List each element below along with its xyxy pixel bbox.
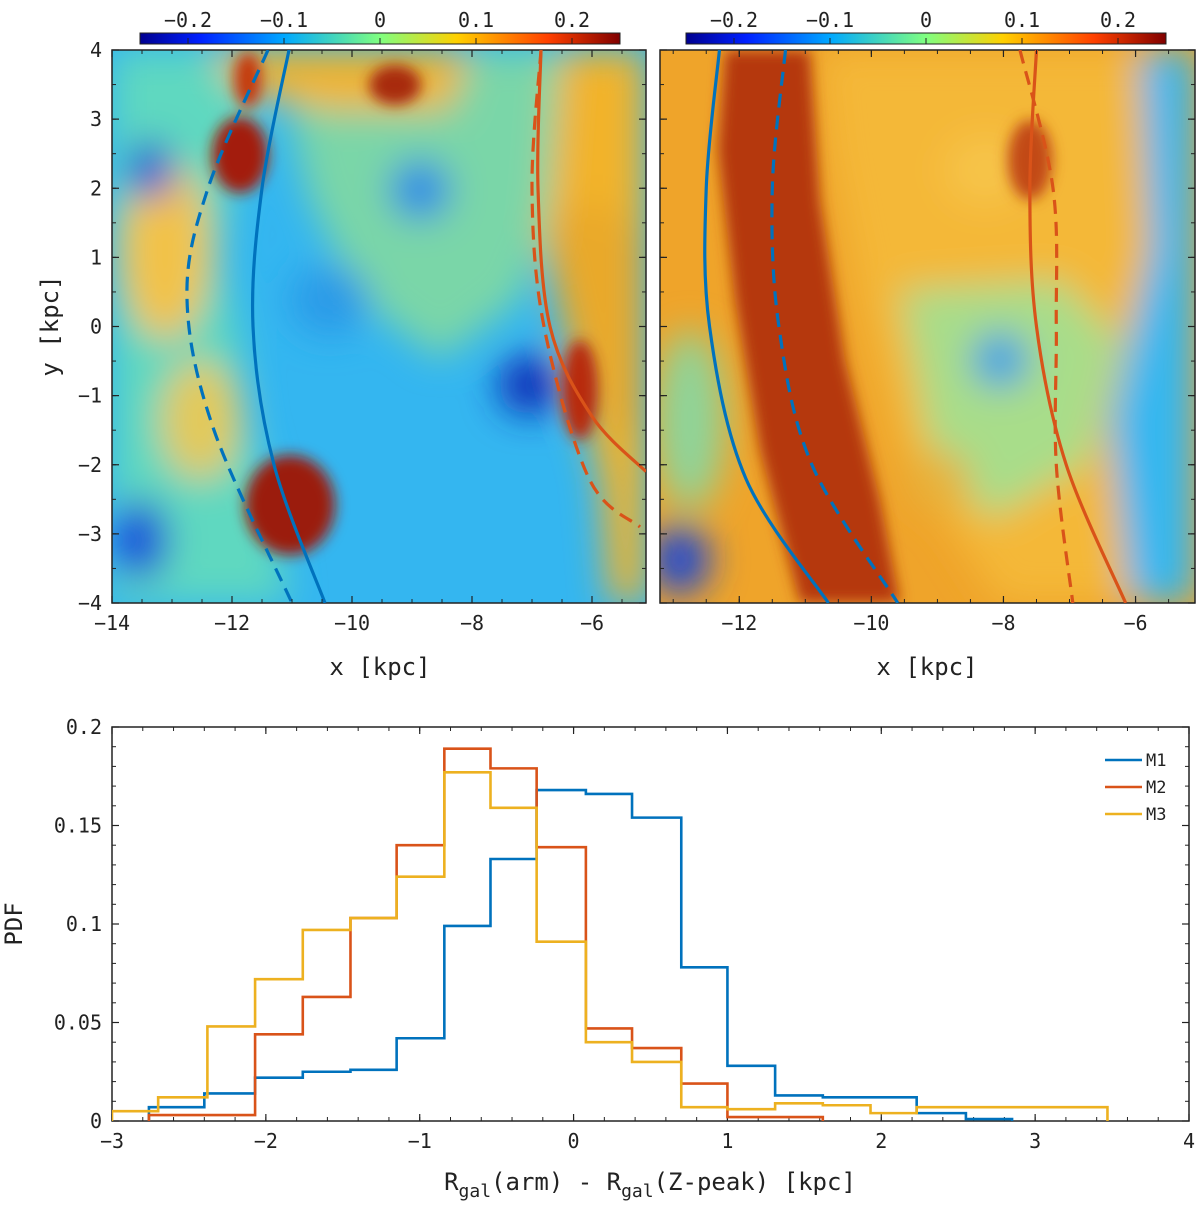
- y-tick-label: −1: [78, 384, 102, 408]
- red-arm-dashed: [530, 50, 642, 529]
- x-tick-label: −12: [721, 611, 757, 635]
- y-tick-label: 4: [90, 38, 102, 62]
- xlabel-part-zpeak: (Z-peak) [kpc]: [654, 1168, 856, 1196]
- colorbar-tick-label: −0.2: [164, 8, 212, 32]
- legend-label-M2: M2: [1146, 778, 1166, 798]
- heatmap-left-hotspots: [212, 52, 598, 555]
- xlabel-sub-gal-2: gal: [621, 1181, 654, 1202]
- histogram-legend: M1 M2 M3: [1105, 751, 1166, 825]
- x-tick-label: −8: [460, 611, 484, 635]
- colorbar-tick-label: −0.2: [710, 8, 758, 32]
- xlabel-part-arm: (arm) - R: [491, 1168, 622, 1196]
- histogram-ylabel: PDF: [0, 902, 28, 945]
- colorbar-tick-label: 0.2: [554, 8, 590, 32]
- colorbar-tick-label: −0.1: [806, 8, 854, 32]
- xlabel-sub-gal-1: gal: [459, 1181, 492, 1202]
- arm-curves-right: [703, 50, 1128, 603]
- histogram-series-M2: [147, 747, 825, 1121]
- blue-arm-dashed: [185, 50, 294, 603]
- y-tick-label: −3: [78, 522, 102, 546]
- xlabel-part-r1: R: [444, 1168, 459, 1196]
- legend-label-M3: M3: [1146, 805, 1166, 825]
- colorbar-tick-label: 0.2: [1100, 8, 1136, 32]
- x-tick-label: −10: [334, 611, 370, 635]
- y-tick-label: 0: [90, 315, 102, 339]
- blue-arm-solid: [703, 50, 830, 603]
- blue-arm-dashed: [770, 50, 900, 603]
- x-tick-label: −6: [580, 611, 604, 635]
- x-tick-label: 2: [875, 1129, 887, 1153]
- x-tick-label: −3: [100, 1129, 124, 1153]
- y-tick-label: 3: [90, 107, 102, 131]
- y-tick-label: 0.1: [66, 912, 102, 936]
- x-tick-label: 4: [1183, 1129, 1195, 1153]
- colorbar-tick-label: −0.1: [260, 8, 308, 32]
- y-tick-label: 2: [90, 176, 102, 200]
- y-tick-label: 0.05: [54, 1011, 102, 1035]
- axes-right: −12 −10 −8 −6: [660, 49, 1195, 635]
- x-tick-label: −6: [1124, 611, 1148, 635]
- x-tick-label: 3: [1029, 1129, 1041, 1153]
- x-tick-label: 1: [721, 1129, 733, 1153]
- x-tick-label: −8: [991, 611, 1015, 635]
- xlabel-left: x [kpc]: [329, 653, 430, 681]
- colorbar-tick-label: 0.1: [458, 8, 494, 32]
- legend-label-M1: M1: [1146, 751, 1166, 771]
- histogram-panel: −3 −2 −1 0 1 2 3 4 0 0.05 0.1 0.15 0.2 M1 M2 M3 Rgal(a…: [0, 715, 1195, 1202]
- y-tick-label: 0.2: [66, 715, 102, 739]
- x-tick-label: −12: [214, 611, 250, 635]
- x-tick-label: −1: [408, 1129, 432, 1153]
- colorbar-tick-label: 0: [920, 8, 932, 32]
- red-arm-solid: [536, 50, 646, 473]
- histogram-axes: −3 −2 −1 0 1 2 3 4 0 0.05 0.1 0.15 0.2: [54, 715, 1195, 1153]
- red-arm-dashed: [1018, 50, 1075, 603]
- colorbar-left-ticks: −0.2 −0.1 0 0.1 0.2: [164, 8, 590, 44]
- x-tick-label: 0: [568, 1129, 580, 1153]
- colorbar-tick-label: 0.1: [1004, 8, 1040, 32]
- y-tick-label: 0.15: [54, 814, 102, 838]
- x-tick-label: −2: [254, 1129, 278, 1153]
- arm-curves-left: [185, 50, 646, 603]
- histogram-series-M3: [112, 771, 1109, 1121]
- x-tick-label: −10: [853, 611, 889, 635]
- heatmap-panel-right: −12 −10 −8 −6 −0.2 −0.1 0 0.1 0.2 x [kpc]: [659, 8, 1196, 681]
- red-arm-solid: [1028, 50, 1128, 603]
- y-tick-label: −4: [78, 591, 102, 615]
- colorbar-right-ticks: −0.2 −0.1 0 0.1 0.2: [710, 8, 1136, 44]
- histogram-xlabel: Rgal(arm) - Rgal(Z-peak) [kpc]: [444, 1168, 856, 1202]
- colorbar-tick-label: 0: [374, 8, 386, 32]
- y-tick-label: 1: [90, 245, 102, 269]
- y-tick-label: −2: [78, 453, 102, 477]
- histogram-series-M1: [147, 788, 1014, 1121]
- y-tick-label: 0: [90, 1109, 102, 1133]
- xlabel-right: x [kpc]: [876, 653, 977, 681]
- ylabel-left: y [kpc]: [36, 275, 64, 376]
- x-tick-label: −14: [94, 611, 130, 635]
- histogram-series: [112, 747, 1109, 1121]
- blue-arm-solid: [250, 50, 327, 603]
